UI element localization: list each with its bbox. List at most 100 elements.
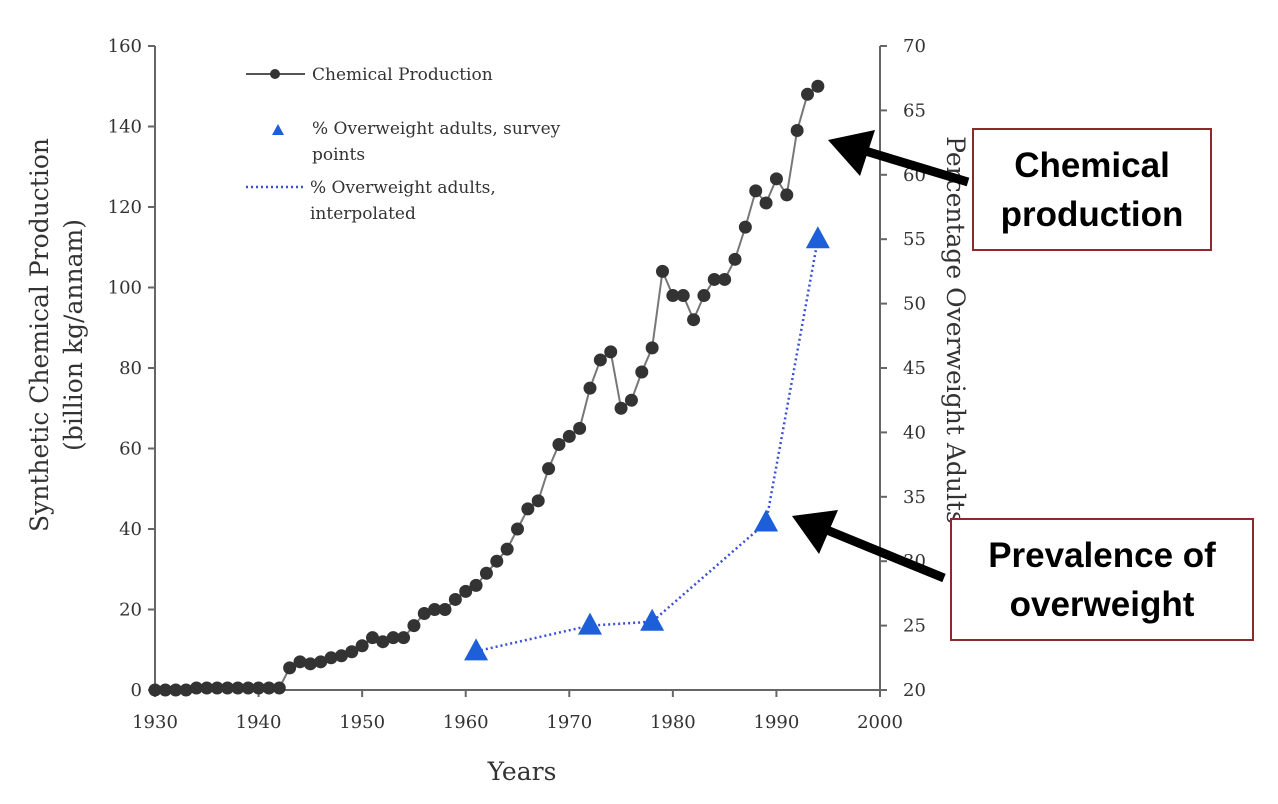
chemical-point <box>624 393 638 407</box>
chemical-point <box>189 681 203 695</box>
chemical-point <box>366 631 379 645</box>
chemical-point <box>376 635 390 649</box>
callout-chemical-production: Chemical production <box>972 128 1212 251</box>
chemical-point <box>200 681 214 695</box>
chemical-point <box>676 289 690 303</box>
y-left-tick-label: 160 <box>108 36 142 57</box>
series-layer <box>148 79 830 697</box>
x-tick-label: 1950 <box>339 712 385 733</box>
chemical-point <box>511 522 524 536</box>
arrow-chemical <box>828 130 970 187</box>
series-interpolated-line <box>475 238 820 653</box>
y-right-tick-label: 50 <box>903 294 926 315</box>
x-tick-label: 2000 <box>857 712 903 733</box>
chemical-point <box>759 196 773 210</box>
arrow-overweight <box>792 510 946 583</box>
chemical-point <box>645 341 659 355</box>
chemical-point <box>169 683 183 697</box>
chemical-point <box>428 603 442 616</box>
survey-point <box>805 226 830 249</box>
callout-overweight-line2: overweight <box>1009 584 1195 624</box>
chemical-point <box>769 172 783 186</box>
callout-prevalence-overweight: Prevalence of overweight <box>950 518 1254 641</box>
y-right-tick-label: 55 <box>903 229 926 250</box>
y-right-tick-label: 40 <box>903 422 926 443</box>
chemical-point <box>707 272 721 286</box>
y-right-tick-label: 35 <box>903 487 926 508</box>
y-right-tick-label: 45 <box>903 358 926 379</box>
chemical-point <box>148 683 162 697</box>
chemical-point <box>283 661 297 675</box>
chemical-point <box>438 603 452 616</box>
chemical-point <box>272 681 286 695</box>
chemical-point <box>345 645 359 659</box>
callout-chemical-line1: Chemical <box>1014 145 1170 185</box>
y-left-axis-title-line1: Synthetic Chemical Production <box>25 138 54 532</box>
chemical-point <box>314 655 328 669</box>
chemical-point <box>790 124 804 138</box>
chemical-point <box>241 681 255 695</box>
y-left-tick-label: 80 <box>119 358 142 379</box>
axis-ticks: 1930 1940 1950 1960 1970 1980 1990 2000 0 20 40 60 8… <box>108 36 926 733</box>
chemical-point <box>583 381 597 395</box>
chemical-point <box>811 79 825 93</box>
callout-chemical-line2: production <box>1000 194 1184 234</box>
x-tick-label: 1940 <box>236 712 282 733</box>
chemical-point <box>593 353 607 367</box>
series-chemical-line <box>155 85 819 691</box>
x-axis-title: Years <box>487 757 557 786</box>
legend-interpolated-label-line1: % Overweight adults, <box>310 178 496 198</box>
y-left-tick-label: 40 <box>119 519 142 540</box>
chemical-point <box>334 649 348 663</box>
chemical-point <box>479 566 493 580</box>
legend: Chemical Production % Overweight adults,… <box>246 65 561 224</box>
chemical-point <box>355 639 369 653</box>
chemical-point <box>738 220 752 234</box>
chemical-point <box>614 401 628 415</box>
legend-chemical-label: Chemical Production <box>312 65 493 85</box>
y-right-axis-title: Percentage Overweight Adults <box>941 136 970 524</box>
y-left-tick-label: 20 <box>119 600 142 621</box>
y-right-tick-label: 25 <box>903 616 926 637</box>
chemical-point <box>210 681 224 695</box>
chemical-point <box>635 365 649 379</box>
chemical-point <box>252 681 266 695</box>
chemical-point <box>386 631 400 645</box>
chemical-point <box>573 421 587 435</box>
y-left-axis-title-line2: (billion kg/annam) <box>59 219 88 451</box>
survey-point <box>578 612 602 635</box>
chemical-point <box>780 188 794 202</box>
y-right-tick-label: 70 <box>903 36 926 57</box>
chemical-point <box>666 289 680 303</box>
chemical-point <box>293 655 307 669</box>
y-left-tick-label: 100 <box>108 278 142 299</box>
chemical-point <box>303 657 317 671</box>
chemical-point <box>718 272 732 286</box>
chemical-point <box>542 462 556 476</box>
chemical-point <box>448 592 462 606</box>
y-left-tick-label: 60 <box>119 439 142 460</box>
y-left-tick-label: 0 <box>131 680 142 701</box>
chemical-point <box>397 631 411 645</box>
chemical-point <box>407 619 421 633</box>
chemical-point <box>531 494 545 508</box>
x-tick-label: 1980 <box>650 712 696 733</box>
callout-overweight-line1: Prevalence of <box>988 535 1216 575</box>
x-tick-label: 1960 <box>443 712 489 733</box>
survey-point <box>754 509 779 532</box>
legend-interpolated-label-line2: interpolated <box>310 204 416 224</box>
chemical-point <box>179 683 193 697</box>
survey-point <box>464 638 489 661</box>
chemical-point <box>728 252 742 266</box>
chemical-point <box>324 651 338 665</box>
chemical-point <box>500 542 514 556</box>
chemical-point <box>417 607 431 621</box>
chemical-point <box>262 681 276 695</box>
chemical-point <box>604 345 618 359</box>
y-right-tick-label: 65 <box>903 100 926 121</box>
survey-point <box>640 608 665 631</box>
chemical-point <box>459 584 473 598</box>
chemical-point <box>749 184 763 198</box>
y-left-tick-label: 120 <box>108 197 142 218</box>
